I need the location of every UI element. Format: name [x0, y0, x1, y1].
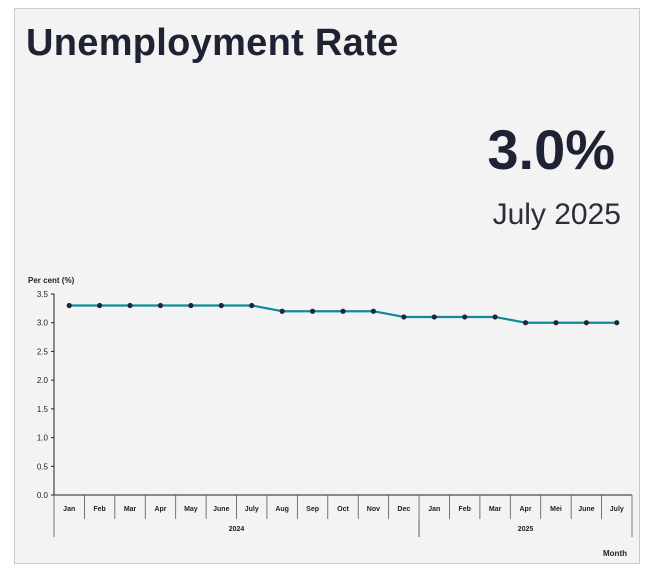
- x-axis-label: Month: [603, 549, 627, 558]
- x-tick-label: Mar: [124, 506, 137, 513]
- data-point: [309, 308, 316, 314]
- data-point: [66, 302, 72, 309]
- data-point: [157, 302, 164, 309]
- data-point: [249, 302, 255, 309]
- data-point: [522, 320, 529, 326]
- data-point: [97, 302, 103, 309]
- headline-value: 3.0%: [487, 118, 615, 181]
- x-tick-label: Oct: [337, 506, 349, 513]
- data-point: [279, 308, 285, 314]
- y-tick-label: 3.5: [37, 290, 49, 299]
- x-year-label: 2024: [229, 526, 245, 533]
- y-axis-label: Per cent (%): [28, 276, 75, 285]
- series-line: [69, 304, 617, 324]
- x-tick-label: Jan: [428, 506, 440, 513]
- x-tick-label: Apr: [519, 506, 531, 513]
- data-point: [218, 302, 224, 309]
- x-tick-label: Nov: [367, 506, 380, 513]
- x-tick-label: June: [213, 506, 229, 513]
- data-point: [553, 320, 559, 326]
- chart-card: [14, 8, 640, 564]
- data-point: [401, 314, 407, 320]
- x-tick-label: July: [610, 506, 624, 513]
- data-point: [614, 320, 620, 326]
- x-tick-label: Apr: [154, 506, 166, 513]
- data-point: [583, 320, 589, 326]
- y-tick-label: 2.5: [37, 347, 49, 356]
- chart-title: Unemployment Rate: [26, 22, 399, 64]
- x-tick-label: Dec: [397, 506, 410, 513]
- data-point: [188, 302, 194, 309]
- y-tick-label: 3.0: [37, 319, 49, 328]
- x-tick-label: Sep: [306, 506, 319, 513]
- data-point: [370, 308, 377, 314]
- x-tick-label: Feb: [93, 506, 105, 513]
- y-tick-label: 0.0: [37, 491, 49, 500]
- y-tick-label: 1.5: [37, 405, 49, 414]
- x-tick-label: Aug: [275, 506, 289, 513]
- y-tick-label: 1.0: [37, 434, 49, 443]
- data-point: [340, 308, 346, 314]
- headline-period: July 2025: [492, 198, 621, 231]
- x-tick-label: June: [578, 506, 594, 513]
- x-tick-label: Jan: [63, 506, 75, 513]
- data-point: [127, 302, 133, 309]
- x-tick-label: Mei: [550, 506, 562, 513]
- x-tick-label: Mar: [489, 506, 502, 513]
- data-point: [492, 314, 498, 320]
- data-point: [462, 314, 468, 320]
- y-tick-label: 2.0: [37, 376, 49, 385]
- data-point: [431, 314, 437, 320]
- x-tick-label: July: [245, 506, 259, 513]
- x-tick-label: May: [184, 506, 198, 513]
- x-tick-label: Feb: [458, 506, 470, 513]
- y-tick-label: 0.5: [37, 462, 49, 471]
- x-year-label: 2025: [518, 526, 534, 533]
